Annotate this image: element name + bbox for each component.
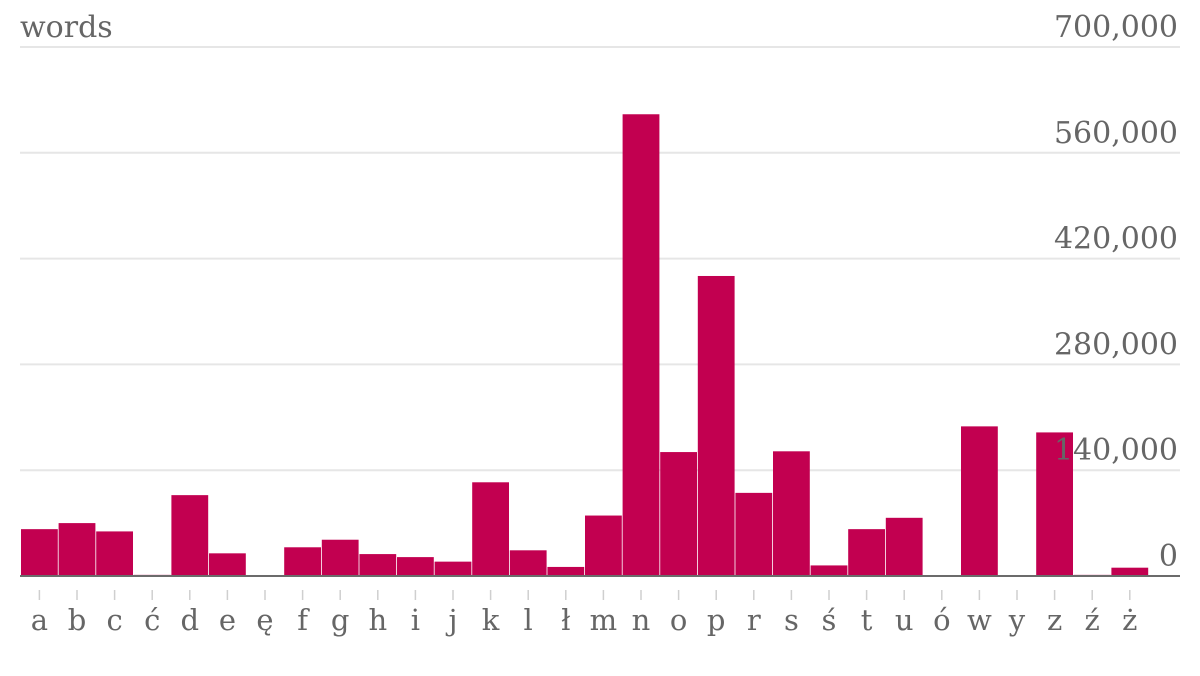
x-tick-label: t (861, 603, 873, 637)
x-tick-label: ż (1122, 603, 1137, 637)
bar (622, 114, 660, 576)
bar (434, 561, 472, 576)
x-tick-label: j (446, 603, 458, 637)
x-tick-label: ź (1085, 603, 1100, 637)
x-tick-label: ę (256, 603, 273, 637)
x-tick-label: ó (933, 603, 950, 637)
bar (660, 452, 697, 576)
y-tick-label: 0 (1159, 539, 1178, 574)
x-tick-label: ć (144, 603, 160, 637)
x-tick-label: e (219, 603, 236, 637)
x-tick-label: s (784, 603, 799, 637)
x-tick-label: u (895, 603, 914, 637)
x-tick-label: g (331, 603, 350, 637)
x-tick-label: a (31, 603, 48, 637)
bar (1036, 432, 1073, 576)
x-tick-label: f (297, 603, 310, 637)
x-tick-label: ł (561, 603, 570, 637)
bar (359, 554, 397, 576)
bar (472, 482, 509, 576)
bar (96, 531, 133, 576)
bar (547, 566, 585, 576)
x-tick-label: y (1008, 603, 1026, 637)
bar (848, 529, 885, 576)
bar (58, 523, 96, 576)
gridlines (20, 46, 1180, 472)
x-tick-label: i (411, 603, 420, 637)
x-tick-label: k (482, 603, 500, 637)
x-tick-label: c (106, 603, 122, 637)
bar (961, 426, 998, 576)
bar (321, 539, 359, 576)
y-tick-labels: 0 140,000 280,000 420,000 560,000 700,000 (1054, 10, 1178, 574)
bar (773, 451, 810, 576)
x-tick-label: p (707, 603, 726, 637)
x-tick-label: w (967, 603, 992, 637)
bar (21, 529, 58, 576)
x-tick-label: ś (822, 603, 837, 637)
bar (810, 565, 848, 576)
bar (509, 550, 547, 576)
x-tick-label: o (670, 603, 687, 637)
x-tick-label: d (181, 603, 200, 637)
x-tick-label: n (632, 603, 651, 637)
bar (697, 275, 735, 576)
bar (397, 557, 434, 576)
x-tick-label: z (1047, 603, 1062, 637)
y-axis-title: words (20, 10, 113, 45)
x-tick-label: r (747, 603, 761, 637)
bar (209, 553, 246, 576)
bars (21, 114, 1149, 576)
y-tick-label: 700,000 (1054, 10, 1178, 45)
x-tick-label: l (524, 603, 533, 637)
y-tick-label: 560,000 (1054, 116, 1178, 151)
y-tick-label: 140,000 (1054, 433, 1178, 468)
y-tick-label: 420,000 (1054, 222, 1178, 257)
bar (885, 517, 923, 576)
bar (735, 492, 773, 576)
x-tick-label: m (590, 603, 618, 637)
x-tick-label: h (368, 603, 387, 637)
bar (1111, 567, 1149, 576)
x-tick-label: b (68, 603, 87, 637)
bar (171, 495, 209, 576)
bar (284, 547, 321, 576)
bar (585, 515, 622, 576)
y-tick-label: 280,000 (1054, 327, 1178, 362)
